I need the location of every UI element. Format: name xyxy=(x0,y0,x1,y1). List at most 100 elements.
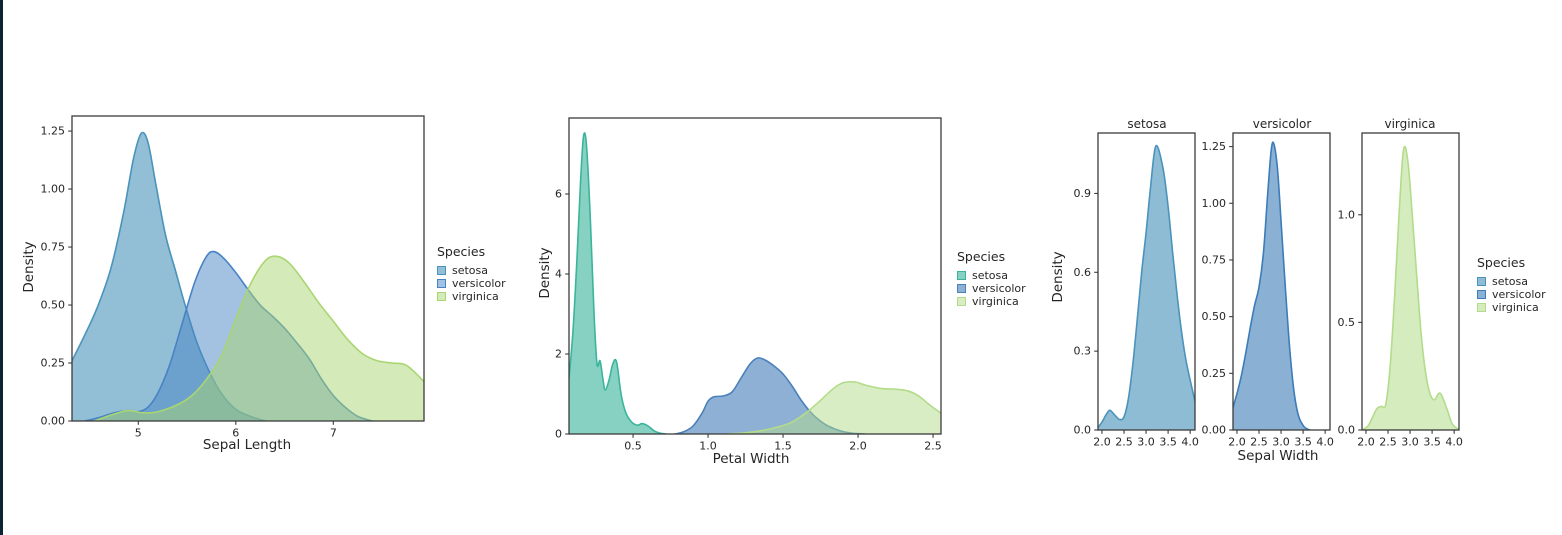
legend-species-plot3: Species setosa versicolor virginica xyxy=(1477,255,1546,314)
x-tick-label: 2.5 xyxy=(924,440,942,453)
facet-title-versicolor: versicolor xyxy=(1252,117,1312,131)
x-tick-label: 3.0 xyxy=(1272,436,1290,449)
kde-plot-petal-width: 0.5 1.0 1.5 2.0 2.5 0 2 4 6 xyxy=(520,100,960,455)
legend-item-virginica: virginica xyxy=(437,290,506,303)
x-tick-label: 4.0 xyxy=(1181,436,1199,449)
legend-species-plot2: Species setosa versicolor virginica xyxy=(957,249,1026,308)
kde-area-setosa xyxy=(72,132,266,421)
x-tick-label: 7 xyxy=(330,427,337,440)
y-tick-label: 6 xyxy=(555,188,562,201)
y-tick-label: 0.0 xyxy=(1074,424,1092,437)
kde-area-virginica xyxy=(94,256,424,421)
legend-label: setosa xyxy=(452,264,489,277)
y-tick-label: 4 xyxy=(555,268,562,281)
x-tick-label: 3.5 xyxy=(1423,436,1441,449)
y-tick-label: 0.6 xyxy=(1074,266,1092,279)
x-tick-label: 2.5 xyxy=(1379,436,1397,449)
y-axis-label-density-plot2: Density xyxy=(537,247,553,299)
x-tick-label: 4.0 xyxy=(1316,436,1334,449)
y-tick-label: 0.25 xyxy=(1202,367,1227,380)
x-tick-label: 2.5 xyxy=(1115,436,1133,449)
legend-label: setosa xyxy=(1492,275,1529,288)
legend-title: Species xyxy=(437,244,486,259)
axes-box xyxy=(71,115,425,422)
x-tick-label: 3.0 xyxy=(1137,436,1155,449)
y-tick-label: 0.50 xyxy=(1202,310,1227,323)
kde-line-virginica xyxy=(93,255,424,421)
x-tick-label: 3.5 xyxy=(1159,436,1177,449)
plot-svg: 2.0 2.5 3.0 3.5 4.0 0.00 0.25 0.50 0.75 1.00 1.25 xyxy=(1202,132,1334,449)
legend-swatch-setosa xyxy=(957,271,966,280)
y-tick-label: 1.25 xyxy=(41,125,66,138)
facet-title-setosa: setosa xyxy=(1127,117,1167,131)
y-tick-label: 0.75 xyxy=(41,241,66,254)
y-tick-label: 1.25 xyxy=(1202,140,1227,153)
y-tick-label: 0.25 xyxy=(41,357,66,370)
x-tick-label: 0.5 xyxy=(624,440,642,453)
y-tick-label: 1.00 xyxy=(41,183,66,196)
legend-item-setosa: setosa xyxy=(1477,275,1546,288)
y-tick-label: 0.5 xyxy=(1338,316,1356,329)
legend-swatch-setosa xyxy=(1477,277,1486,286)
kde-area-virginica xyxy=(1363,146,1459,430)
kde-facet-versicolor: 2.0 2.5 3.0 3.5 4.0 0.00 0.25 0.50 0.75 1.00 1.25 xyxy=(1195,110,1335,455)
legend-label: virginica xyxy=(452,290,499,303)
x-tick-label: 6 xyxy=(232,427,239,440)
x-tick-label: 1.5 xyxy=(774,440,792,453)
y-tick-label: 0 xyxy=(555,428,562,441)
plot-svg: 2.0 2.5 3.0 3.5 4.0 0.0 0.5 1.0 xyxy=(1338,132,1463,449)
legend-swatch-versicolor xyxy=(1477,290,1486,299)
legend-species-plot1: Species setosa versicolor virginica xyxy=(437,244,506,303)
x-tick-label: 3.5 xyxy=(1294,436,1312,449)
x-tick-label: 1.0 xyxy=(699,440,717,453)
legend-item-versicolor: versicolor xyxy=(437,277,506,290)
plot-svg: 5 6 7 0.00 0.25 0.50 0.75 1.00 1.25 xyxy=(41,115,425,440)
legend-items: setosa versicolor virginica xyxy=(437,264,506,303)
axis-ticks: 2.0 2.5 3.0 3.5 4.0 0.0 0.3 0.6 0.9 xyxy=(1074,187,1199,449)
axis-ticks: 2.0 2.5 3.0 3.5 4.0 0.00 0.25 0.50 0.75 1.00 1.25 xyxy=(1202,140,1334,448)
kde-facet-virginica: 2.0 2.5 3.0 3.5 4.0 0.0 0.5 1.0 xyxy=(1325,110,1465,455)
kde-area-versicolor xyxy=(1233,142,1310,430)
legend-swatch-virginica xyxy=(437,292,446,301)
left-edge-bar xyxy=(0,0,3,535)
x-axis-label-sepal-width: Sepal Width xyxy=(1237,448,1319,464)
legend-label: virginica xyxy=(1492,301,1539,314)
x-tick-label: 2.5 xyxy=(1250,436,1268,449)
x-tick-label: 3.0 xyxy=(1401,436,1419,449)
legend-swatch-virginica xyxy=(1477,303,1486,312)
kde-plot-sepal-length: 5 6 7 0.00 0.25 0.50 0.75 1.00 1.25 xyxy=(0,100,440,450)
x-tick-label: 2.0 xyxy=(1093,436,1111,449)
legend-title: Species xyxy=(1477,255,1526,270)
kde-line-setosa xyxy=(569,132,667,434)
legend-label: versicolor xyxy=(1492,288,1546,301)
plot-svg: 2.0 2.5 3.0 3.5 4.0 0.0 0.3 0.6 0.9 xyxy=(1074,132,1199,449)
y-tick-label: 0.75 xyxy=(1202,253,1227,266)
legend-item-virginica: virginica xyxy=(957,295,1026,308)
legend-swatch-versicolor xyxy=(437,279,446,288)
y-axis-label-density-plot3: Density xyxy=(1050,251,1066,303)
facet-title-virginica: virginica xyxy=(1384,117,1436,131)
kde-line-setosa xyxy=(1098,144,1195,429)
legend-item-virginica: virginica xyxy=(1477,301,1546,314)
y-tick-label: 0.50 xyxy=(41,299,66,312)
y-tick-label: 0.00 xyxy=(41,415,66,428)
axes-box xyxy=(568,117,942,435)
x-axis-label-petal-width: Petal Width xyxy=(712,451,790,467)
kde-line-virginica xyxy=(725,380,941,434)
legend-swatch-setosa xyxy=(437,266,446,275)
kde-area-setosa xyxy=(569,132,667,434)
legend-label: setosa xyxy=(972,269,1009,282)
x-tick-label: 4.0 xyxy=(1445,436,1463,449)
legend-item-setosa: setosa xyxy=(957,269,1026,282)
y-tick-label: 0.3 xyxy=(1074,345,1092,358)
y-tick-label: 1.00 xyxy=(1202,197,1227,210)
kde-area-versicolor xyxy=(675,357,866,434)
kde-facet-setosa: 2.0 2.5 3.0 3.5 4.0 0.0 0.3 0.6 0.9 xyxy=(1040,110,1200,455)
y-tick-label: 1.0 xyxy=(1338,208,1356,221)
legend-item-versicolor: versicolor xyxy=(1477,288,1546,301)
legend-item-setosa: setosa xyxy=(437,264,506,277)
y-tick-label: 2 xyxy=(555,348,562,361)
x-axis-label-sepal-length: Sepal Length xyxy=(202,437,292,453)
legend-swatch-virginica xyxy=(957,297,966,306)
